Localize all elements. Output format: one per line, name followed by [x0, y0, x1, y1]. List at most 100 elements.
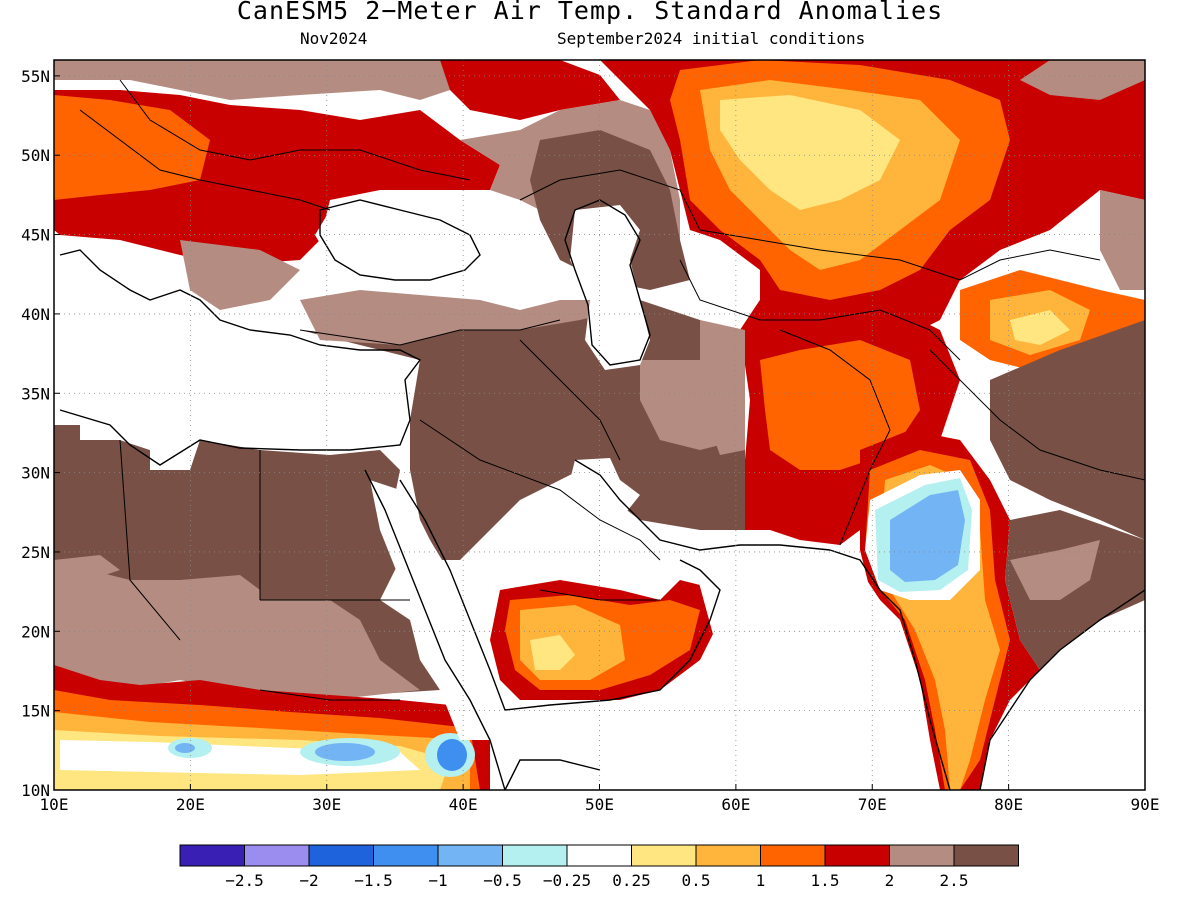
border-kazakhstan [519, 169, 1101, 281]
anomaly-region-sahel-tan [54, 570, 260, 690]
colorbar-swatch [437, 844, 503, 867]
colorbar-swatch [695, 844, 761, 867]
border-iraq-iran [519, 339, 621, 461]
lon-tick-label: 30E [312, 795, 341, 814]
anomaly-region-iran-tan [700, 320, 745, 455]
lon-tick-label: 20E [176, 795, 205, 814]
anomaly-field [54, 60, 1145, 790]
anomaly-region-yemen-yellow [530, 635, 575, 670]
anomaly-region-sahel-cyan-3 [175, 743, 195, 753]
anomaly-region-western-europe-orange [54, 95, 210, 200]
colorbar-swatch [631, 844, 697, 867]
coastlines [59, 199, 1145, 790]
colorbar-label: −1 [428, 871, 447, 890]
colorbar-swatch [824, 844, 890, 867]
colorbar-label: 2 [885, 871, 895, 890]
lon-tick-label: 10E [40, 795, 69, 814]
lat-tick-label: 45N [21, 226, 50, 245]
colorbar-label: −1.5 [354, 871, 393, 890]
anomaly-region-himalaya-brown [990, 320, 1145, 540]
anomaly-region-india-blue [890, 490, 965, 582]
lat-tick-label: 35N [21, 384, 50, 403]
colorbar-swatch [953, 844, 1019, 867]
anomaly-region-europe-tan [54, 60, 460, 100]
border-turkey [299, 319, 561, 346]
lat-tick-label: 20N [21, 622, 50, 641]
lat-tick-label: 40N [21, 305, 50, 324]
anomaly-region-libya-tan [54, 555, 120, 585]
lon-tick-label: 40E [449, 795, 478, 814]
lon-tick-label: 80E [994, 795, 1023, 814]
anomaly-region-india-east-tan [1010, 540, 1100, 600]
map-title: CanESM5 2−Meter Air Temp. Standard Anoma… [236, 0, 944, 25]
colorbar-swatch [502, 844, 568, 867]
border-egypt-libya [259, 450, 410, 601]
lat-tick-label: 25N [21, 543, 50, 562]
axis-ticks: 10N 15N 20N 25N 30N 35N 40N 45N 50N 55N 10E 20E 30E 4… [21, 67, 1159, 814]
lat-tick-label: 30N [21, 464, 50, 483]
colorbar-swatch [308, 844, 374, 867]
anomaly-region-tibet-yellow [1010, 310, 1070, 345]
lon-tick-label: 50E [585, 795, 614, 814]
colorbar-label: 1 [756, 871, 766, 890]
colorbar-label: −2.5 [225, 871, 264, 890]
coastline-black-sea [319, 199, 481, 281]
anomaly-region-europe-north-red [440, 60, 620, 120]
anomaly-region-persian-gulf-white [570, 458, 640, 520]
lon-tick-label: 90E [1131, 795, 1160, 814]
colorbar-label: 2.5 [940, 871, 969, 890]
anomaly-region-ethiopia-blue [437, 739, 467, 771]
sea-mask-red-sea [370, 480, 500, 740]
lat-tick-label: 50N [21, 146, 50, 165]
colorbar-swatch [566, 844, 632, 867]
colorbar-swatch [373, 844, 439, 867]
anomaly-region-turkey-tan [300, 290, 620, 345]
coastline-india [829, 549, 1145, 790]
lat-tick-label: 10N [21, 781, 50, 800]
border-europe-1 [79, 109, 331, 211]
lon-tick-label: 70E [858, 795, 887, 814]
anomaly-region-balkans-tan [180, 240, 300, 310]
lat-tick-label: 55N [21, 67, 50, 86]
sea-mask-arabian-sea [500, 540, 940, 790]
anomaly-region-russia-ne-tan [1020, 60, 1145, 100]
coastline-persian-gulf [574, 459, 831, 551]
colorbar-label: 0.25 [612, 871, 651, 890]
colorbar-label: 0.5 [682, 871, 711, 890]
border-libya-algeria [119, 439, 181, 641]
initial-conditions-label: September2024 initial conditions [557, 29, 866, 48]
coastline-red-sea-west [364, 469, 506, 790]
colorbar-label: −2 [299, 871, 318, 890]
border-central-asia [679, 259, 961, 361]
anomaly-region-sudan-tan [260, 600, 420, 700]
border-sudan [259, 689, 400, 701]
country-borders [79, 79, 1145, 701]
coastline-red-sea-east [399, 479, 506, 711]
anomaly-region-mongolia-tan [1100, 190, 1145, 290]
sea-mask-bay-of-bengal [1000, 620, 1145, 790]
anomaly-region-iran-orange [760, 340, 920, 470]
colorbar-label: 1.5 [811, 871, 840, 890]
valid-month-label: Nov2024 [300, 29, 368, 48]
colorbar-swatch [179, 844, 245, 867]
colorbar-label: −0.25 [543, 871, 591, 890]
colorbar-swatch [889, 844, 955, 867]
coastline-arabia-south [504, 559, 721, 711]
gridlines [54, 60, 1145, 790]
anomaly-region-kazakh-yellow [720, 95, 900, 210]
lon-tick-label: 60E [721, 795, 750, 814]
border-afghan-pak [779, 329, 891, 546]
border-saudi [419, 419, 661, 601]
sea-mask-mediterranean [54, 240, 410, 450]
colorbar-swatch [244, 844, 310, 867]
coastline-mediterranean [59, 249, 422, 466]
coastline-africa-horn [504, 759, 601, 790]
colorbar-swatch [760, 844, 826, 867]
border-india-china [929, 349, 1145, 481]
coastline-caspian [564, 199, 651, 366]
lat-tick-label: 15N [21, 702, 50, 721]
colorbar-label: −0.5 [483, 871, 522, 890]
anomaly-region-sahel-blue-1 [315, 743, 375, 761]
colorbar: −2.5 −2 −1.5 −1 −0.5 −0.25 0.25 0.5 1 1.5 2 2.5 [179, 844, 1019, 890]
